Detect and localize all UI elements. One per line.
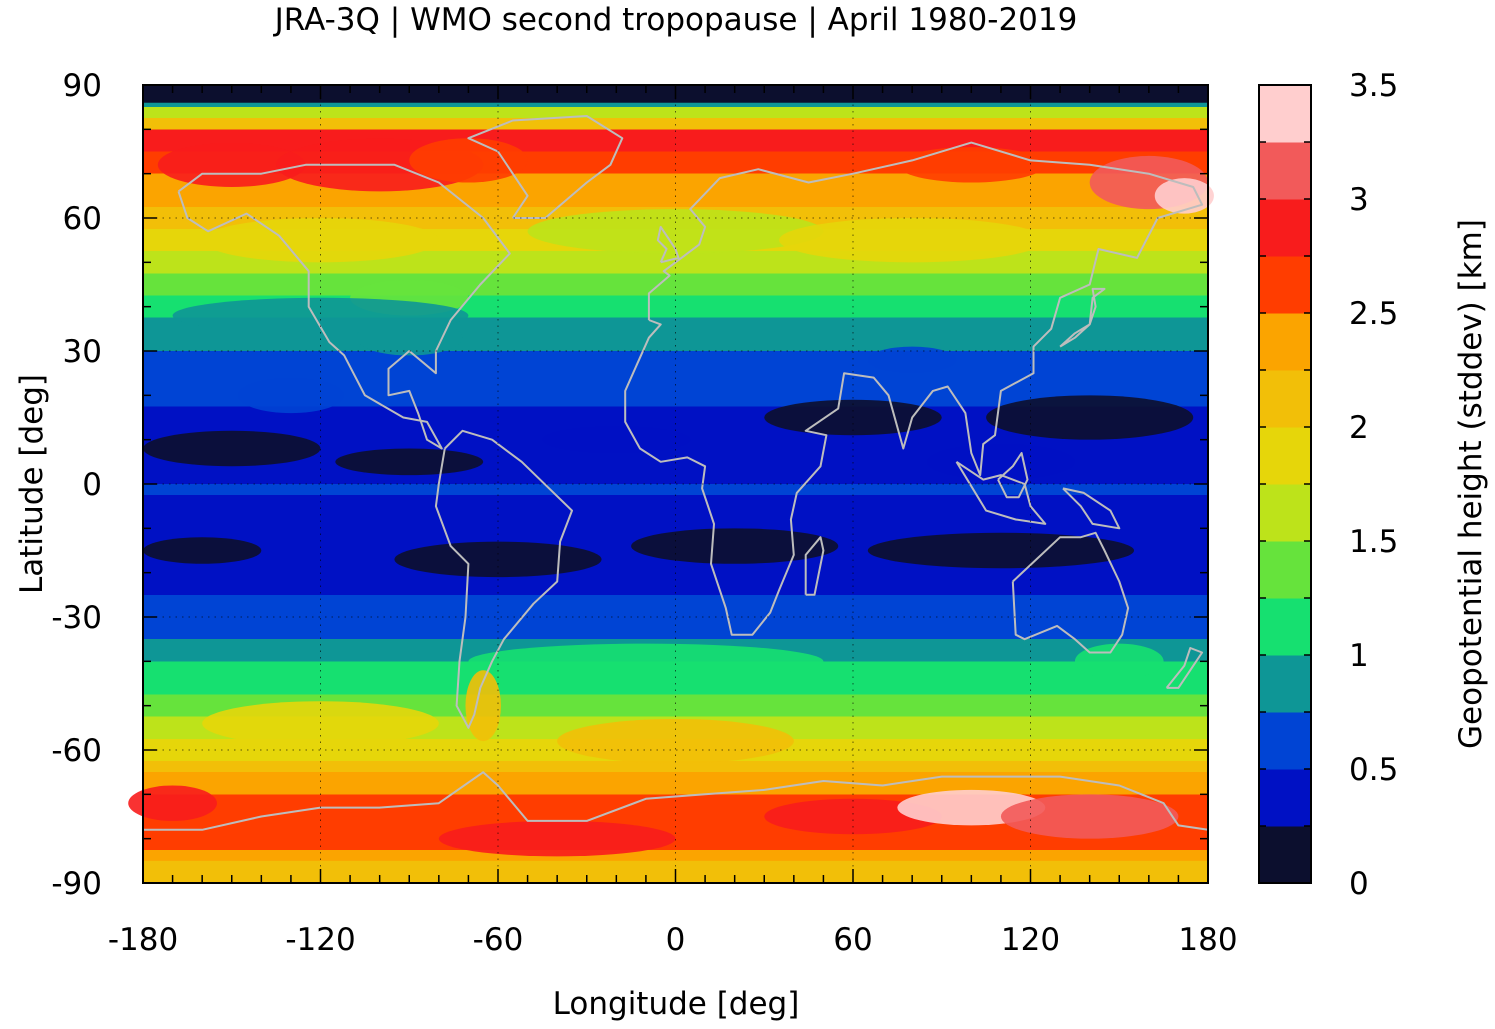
colorbar-label: Geopotential height (stddev) [km]: [1453, 219, 1489, 749]
colorbar-swatch: [1259, 541, 1311, 599]
colorbar-tick-label: 2.5: [1349, 296, 1398, 332]
colorbar-swatch: [1259, 142, 1311, 200]
heatmap-patch: [926, 444, 1075, 480]
colorbar-swatch: [1259, 826, 1311, 884]
colorbar-swatch: [1259, 655, 1311, 713]
heatmap-patch: [779, 218, 1046, 263]
heatmap-patch: [143, 430, 321, 467]
antarctica-coast: [143, 771, 1209, 831]
colorbar-swatch: [1259, 712, 1311, 770]
y-tick-label: 0: [82, 467, 102, 503]
colorbar-swatch: [1259, 313, 1311, 371]
new-zealand-coast: [1165, 647, 1204, 689]
y-axis-label: Latitude [deg]: [14, 374, 50, 594]
colorbar-tick-label: 2: [1349, 410, 1369, 446]
madagascar-coast: [804, 536, 825, 596]
heatmap-patch: [542, 426, 691, 453]
heatmap-patch: [1074, 643, 1164, 680]
uk-coast: [656, 225, 680, 264]
heatmap-patch: [631, 528, 839, 564]
y-tick-label: -90: [51, 866, 102, 902]
heatmap-patch: [897, 147, 1046, 183]
heatmap-patch: [867, 346, 957, 374]
colorbar-swatch: [1259, 598, 1311, 656]
heatmap-patch: [202, 218, 439, 263]
heatmap-patch: [986, 395, 1194, 440]
y-tick-label: -60: [51, 733, 102, 769]
x-tick-label: 180: [1178, 922, 1237, 958]
colorbar-swatch: [1259, 484, 1311, 542]
x-axis-label: Longitude [deg]: [553, 986, 800, 1022]
heatmap-patch: [335, 448, 484, 476]
colorbar-swatch: [1259, 199, 1311, 257]
south-america-coast: [434, 429, 573, 729]
colorbar-tick-label: 3.5: [1349, 68, 1398, 104]
heatmap-patch: [409, 138, 528, 183]
colorbar-tick-label: 3: [1349, 182, 1369, 218]
colorbar-tick-label: 1.5: [1349, 524, 1398, 560]
x-axis: -180 -120 -60 0 60 120 180: [108, 85, 1238, 958]
eurasia-africa-coast: [624, 141, 1204, 636]
x-tick-label: 60: [833, 922, 872, 958]
borneo-coast: [997, 452, 1029, 499]
indonesia-coast: [955, 460, 1047, 525]
colorbar-swatch: [1259, 427, 1311, 485]
heatmap-patch: [438, 820, 676, 857]
chart-title: JRA-3Q | WMO second tropopause | April 1…: [273, 2, 1078, 38]
north-america-coast: [177, 163, 511, 450]
colorbar-ticks: 3.5 3 2.5 2 1.5 1 0.5 0: [1259, 68, 1398, 902]
y-tick-label: 30: [63, 334, 102, 370]
heatmap-patch: [143, 537, 262, 564]
colorbar-swatch: [1259, 769, 1311, 827]
y-tick-label: 60: [63, 201, 102, 237]
australia-coast: [1011, 531, 1130, 654]
heatmap-patch: [468, 643, 824, 680]
colorbar-swatch: [1259, 85, 1311, 143]
heatmap-patch: [527, 209, 824, 254]
heatmap-patch: [172, 297, 469, 334]
colorbar-tick-label: 0: [1349, 866, 1369, 902]
heatmap-patch: [867, 532, 1135, 569]
x-tick-label: 120: [1001, 922, 1060, 958]
x-tick-label: 0: [666, 922, 686, 958]
y-tick-label: 90: [63, 68, 102, 104]
colorbar-swatch: [1259, 256, 1311, 314]
x-tick-label: -120: [285, 922, 355, 958]
y-axis: 90 60 30 0 -30 -60 -90: [51, 68, 1208, 902]
colorbar-swatch: [1259, 370, 1311, 428]
x-tick-label: -60: [473, 922, 524, 958]
heatmap-patch: [237, 377, 345, 414]
y-tick-label: -30: [51, 600, 102, 636]
heatmap-patch: [1000, 794, 1179, 839]
japan-coast: [1059, 287, 1106, 348]
heatmap-patch: [465, 670, 501, 742]
heatmap-patch: [128, 785, 217, 821]
heatmap-field: [128, 85, 1214, 883]
colorbar-tick-label: 0.5: [1349, 752, 1398, 788]
heatmap-patch: [557, 718, 794, 764]
new-guinea-coast: [1062, 487, 1121, 530]
colorbar: [1258, 84, 1312, 884]
x-tick-label: -180: [108, 922, 178, 958]
heatmap-patch: [157, 142, 306, 187]
coastlines: [143, 115, 1209, 831]
greenland-coast: [467, 115, 624, 219]
heatmap-patch: [394, 541, 602, 578]
colorbar-tick-label: 1: [1349, 638, 1369, 674]
